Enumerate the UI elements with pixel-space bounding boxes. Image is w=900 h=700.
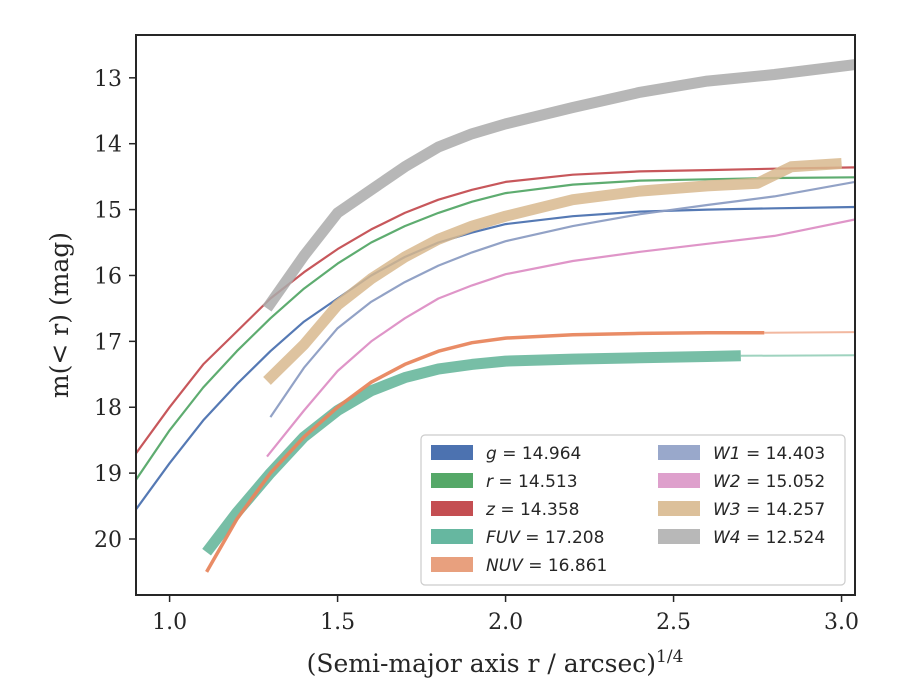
legend-label-W4: W4 = 12.524 (713, 528, 825, 548)
series-W4-line (262, 59, 855, 312)
x-tick-label: 3.0 (824, 610, 859, 635)
y-tick-label: 13 (94, 67, 122, 92)
legend-frame (420, 434, 846, 586)
legend-swatch-W1 (658, 445, 700, 460)
legend-label-r: r = 14.513 (486, 472, 578, 492)
x-tick-label: 1.0 (152, 610, 187, 635)
x-axis-label: (Semi-major axis r / arcsec)1/4 (307, 647, 684, 678)
x-tick-label: 2.5 (656, 610, 691, 635)
legend-swatch-W2 (658, 473, 700, 488)
y-tick-label: 20 (94, 528, 122, 553)
y-tick-label: 17 (94, 330, 122, 355)
legend-label-g: g = 14.964 (486, 444, 581, 464)
series-FUV-fit (740, 354, 855, 357)
legend-swatch-W3 (658, 501, 700, 516)
y-axis-label: m(< r) (mag) (45, 232, 74, 398)
x-tick-label: 2.0 (488, 610, 523, 635)
series-NUV-line (205, 331, 765, 573)
y-tick-label: 14 (94, 133, 122, 158)
series-z-line (136, 166, 855, 455)
x-axis-ticks: 1.0 1.5 2.0 2.5 3.0 (152, 595, 859, 635)
legend-swatch-z (431, 501, 473, 516)
y-tick-label: 19 (94, 462, 122, 487)
series-layer (136, 59, 855, 573)
series-W2-line (266, 218, 855, 458)
y-axis-ticks: 13 14 15 16 17 18 19 20 (94, 67, 136, 553)
legend-label-NUV: NUV = 16.861 (486, 556, 607, 576)
series-NUV-fit (764, 331, 855, 334)
legend-swatch-r (431, 473, 473, 488)
plot-frame (135, 34, 856, 596)
legend-swatch-FUV (431, 529, 473, 544)
legend-label-W3: W3 = 14.257 (713, 500, 825, 520)
legend-label-W2: W2 = 15.052 (713, 472, 825, 492)
legend-swatch-NUV (431, 557, 473, 572)
y-tick-label: 16 (94, 264, 122, 289)
series-W3-line (263, 158, 842, 385)
legend-swatch-W4 (658, 529, 700, 544)
y-tick-label: 15 (94, 199, 122, 224)
series-r-line (136, 176, 855, 481)
legend-label-z: z = 14.358 (485, 500, 579, 520)
x-tick-label: 1.5 (320, 610, 355, 635)
legend-label-W1: W1 = 14.403 (713, 444, 825, 464)
legend: g = 14.964 r = 14.513 z = 14.358 FUV = 17.2… (420, 434, 846, 586)
series-W1-line (269, 180, 855, 418)
y-tick-label: 18 (94, 396, 122, 421)
legend-label-FUV: FUV = 17.208 (486, 528, 604, 548)
legend-swatch-g (431, 445, 473, 460)
